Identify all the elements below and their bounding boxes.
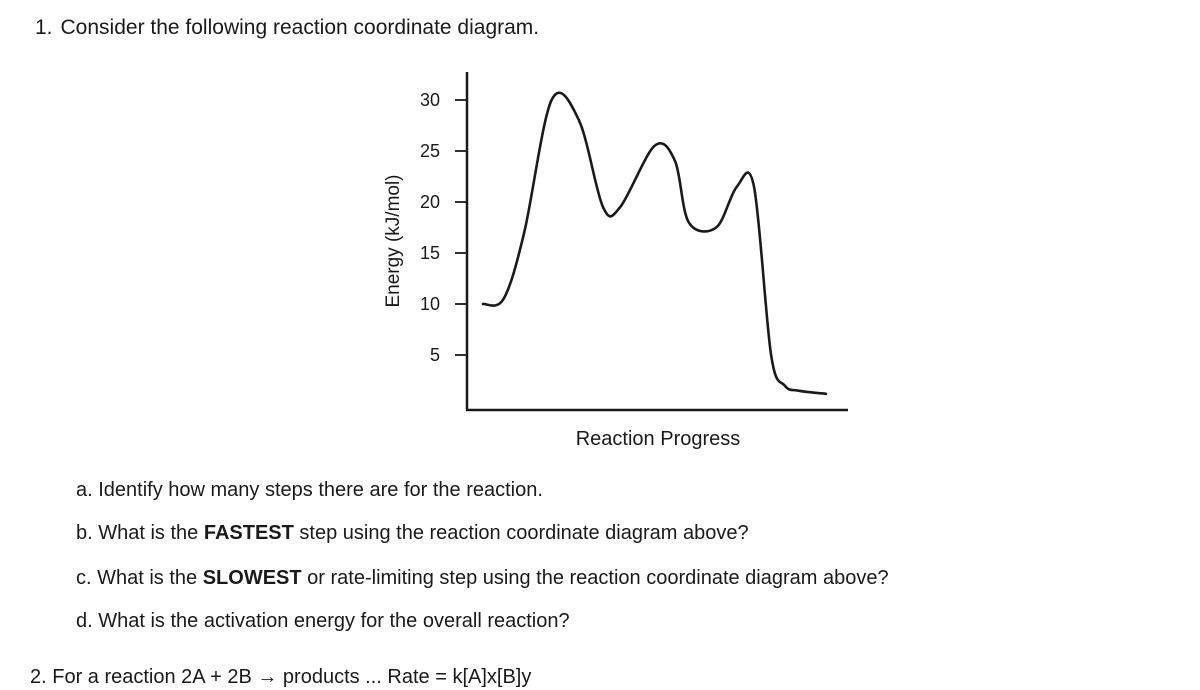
y-tick-label: 10 bbox=[420, 294, 440, 314]
subquestion-a: a. Identify how many steps there are for… bbox=[76, 477, 543, 503]
subquestion-c: c. What is the SLOWEST or rate-limiting … bbox=[76, 565, 889, 591]
subquestion-c-suffix: or rate-limiting step using the reaction… bbox=[301, 567, 889, 589]
y-tick-label: 5 bbox=[430, 345, 440, 365]
subquestion-b: b. What is the FASTEST step using the re… bbox=[76, 520, 749, 546]
y-tick-label: 25 bbox=[420, 141, 440, 161]
subquestion-a-text: a. Identify how many steps there are for… bbox=[76, 479, 543, 501]
subquestion-b-emphasis: FASTEST bbox=[203, 522, 294, 544]
subquestion-c-text: c. What is the bbox=[76, 567, 203, 589]
y-axis-label: Energy (kJ/mol) bbox=[383, 174, 404, 307]
y-axis-ticks: 30 25 20 15 10 5 bbox=[420, 90, 467, 365]
y-tick-label: 20 bbox=[420, 192, 440, 212]
energy-curve bbox=[481, 91, 828, 396]
question-1-heading: 1. Consider the following reaction coordi… bbox=[35, 14, 539, 42]
x-axis-label: Reaction Progress bbox=[576, 428, 741, 450]
question-2-cutoff: 2. For a reaction 2A + 2B → products ...… bbox=[30, 666, 532, 688]
subquestion-b-text: b. What is the bbox=[76, 522, 204, 544]
y-tick-label: 15 bbox=[420, 243, 440, 263]
subquestion-c-emphasis: SLOWEST bbox=[202, 567, 302, 589]
subquestion-d-text: d. What is the activation energy for the… bbox=[76, 610, 570, 632]
question-prompt: Consider the following reaction coordina… bbox=[60, 16, 540, 39]
question-number: 1. bbox=[35, 16, 53, 39]
subquestion-b-suffix: step using the reaction coordinate diagr… bbox=[293, 522, 749, 544]
subquestion-d: d. What is the activation energy for the… bbox=[76, 608, 570, 634]
y-tick-label: 30 bbox=[420, 90, 440, 110]
